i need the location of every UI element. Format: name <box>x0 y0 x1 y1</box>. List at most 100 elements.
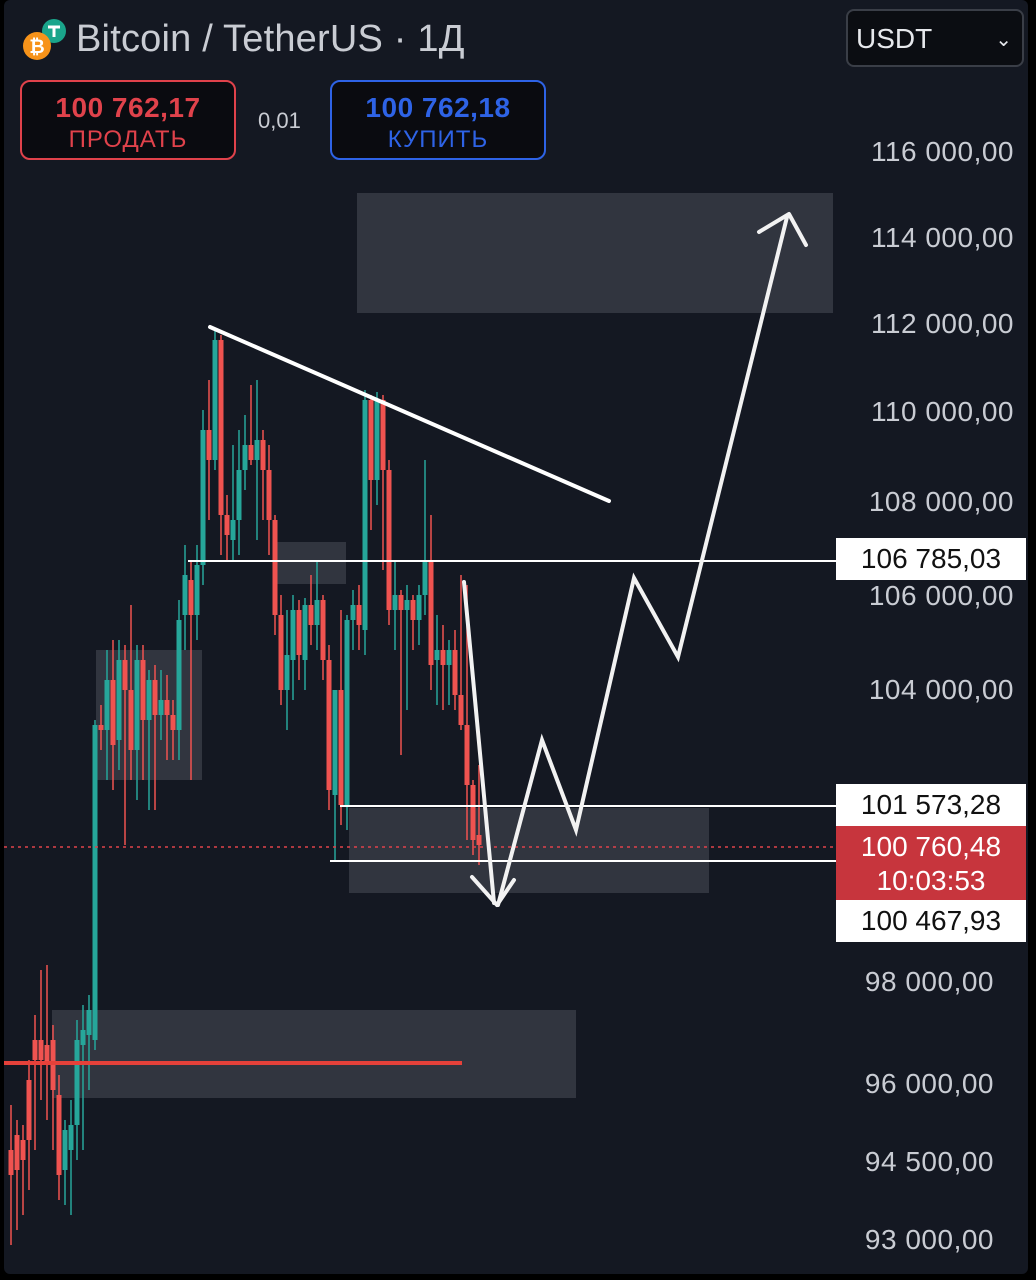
axis-tick: 93 000,00 <box>864 1224 994 1255</box>
candle-body <box>158 700 164 715</box>
candle-body <box>362 400 368 630</box>
candle-body <box>308 605 314 625</box>
candle-body <box>290 610 296 660</box>
sell-label: ПРОДАТЬ <box>68 126 188 153</box>
axis-tick: 96 000,00 <box>864 1068 994 1099</box>
bitcoin-tether-icon: ₿ <box>23 19 66 60</box>
candle-body <box>128 690 134 750</box>
candle-body <box>398 595 404 610</box>
drawings-layer <box>4 212 836 1065</box>
arrow-head-up-icon <box>757 212 808 247</box>
forecast-zigzag <box>496 215 789 907</box>
candle-body <box>446 650 452 665</box>
candle-body <box>134 660 140 750</box>
zone-rectangle <box>349 808 709 893</box>
candle-body <box>188 580 194 615</box>
candle-body <box>338 690 344 805</box>
candle-body <box>38 1040 44 1060</box>
candle-body <box>428 560 434 665</box>
candle-body <box>200 430 206 565</box>
candle-body <box>242 445 248 470</box>
currency-select-value: USDT <box>856 23 933 54</box>
candle-body <box>332 690 338 795</box>
candle-body <box>374 400 380 480</box>
sell-button[interactable]: 100 762,17 ПРОДАТЬ <box>20 80 236 160</box>
candle-body <box>104 680 110 730</box>
candle-body <box>218 340 224 515</box>
axis-tick: 98 000,00 <box>864 966 994 997</box>
buy-price: 100 762,18 <box>365 92 511 123</box>
candle-body <box>404 600 410 610</box>
candle-body <box>14 1135 20 1170</box>
candle-body <box>74 1040 80 1125</box>
candle-body <box>464 725 470 785</box>
candle-body <box>284 655 290 690</box>
svg-text:₿: ₿ <box>29 36 44 58</box>
candle-body <box>314 600 320 625</box>
candle-body <box>248 445 254 460</box>
candle-body <box>344 620 350 805</box>
current-price: 100 760,48 <box>860 831 1002 862</box>
trend-line <box>208 325 611 503</box>
candle-body <box>320 600 326 660</box>
symbol-title[interactable]: Bitcoin / TetherUS · 1Д <box>76 18 465 60</box>
level-tag[interactable]: 100 467,93 <box>836 900 1026 942</box>
candle-body <box>230 520 236 540</box>
current-price-tag: 100 760,48 10:03:53 <box>836 826 1026 900</box>
candle-body <box>206 430 212 460</box>
candle-body <box>152 680 158 715</box>
candle-countdown: 10:03:53 <box>876 865 986 896</box>
candle-body <box>410 600 416 620</box>
candle-body <box>164 700 170 715</box>
price-chart[interactable] <box>4 0 1028 1274</box>
candle-body <box>434 650 440 660</box>
candle-body <box>194 565 200 615</box>
axis-tick: 106 000,00 <box>868 580 1014 611</box>
candle-body <box>452 650 458 695</box>
axis-tick: 112 000,00 <box>870 308 1014 339</box>
candle-body <box>56 1095 62 1175</box>
candle-body <box>260 440 266 470</box>
currency-select[interactable]: USDT ⌄ <box>846 9 1024 67</box>
buy-button[interactable]: 100 762,18 КУПИТЬ <box>330 80 546 160</box>
chart-screen: ₿ Bitcoin / TetherUS · 1Д USDT ⌄ 100 762… <box>4 0 1028 1274</box>
candle-body <box>92 725 98 1040</box>
axis-tick: 94 500,00 <box>864 1146 994 1177</box>
candle-body <box>86 1010 92 1035</box>
candle-body <box>440 650 446 665</box>
candle-body <box>302 605 308 660</box>
candle-body <box>476 835 482 845</box>
candle-body <box>392 595 398 610</box>
level-tag[interactable]: 101 573,28 <box>836 784 1026 826</box>
candle-body <box>122 660 128 690</box>
candle-body <box>458 695 464 725</box>
candle-body <box>266 470 272 520</box>
candle-body <box>146 680 152 720</box>
axis-tick: 110 000,00 <box>870 396 1014 427</box>
candle-body <box>236 470 242 520</box>
candle-body <box>26 1080 32 1140</box>
candle-body <box>98 725 104 730</box>
candle-body <box>212 340 218 460</box>
candle-body <box>68 1125 74 1150</box>
candles-layer <box>8 330 482 1245</box>
candle-body <box>20 1140 26 1160</box>
candle-body <box>176 620 182 730</box>
candle-body <box>224 515 230 535</box>
candle-body <box>416 595 422 620</box>
candle-body <box>170 715 176 730</box>
candle-body <box>80 1030 86 1045</box>
candle-body <box>350 605 356 620</box>
candle-body <box>386 470 392 610</box>
candle-body <box>44 1045 50 1065</box>
forecast-arrow-down <box>462 580 496 905</box>
axis-tick: 114 000,00 <box>870 222 1014 253</box>
candle-body <box>296 610 302 655</box>
candle-body <box>272 520 278 615</box>
zone-rectangle <box>357 193 833 313</box>
level-tag[interactable]: 106 785,03 <box>836 538 1026 580</box>
candle-body <box>62 1130 68 1170</box>
buy-label: КУПИТЬ <box>387 126 489 153</box>
candle-body <box>278 615 284 690</box>
sell-price: 100 762,17 <box>55 92 201 123</box>
